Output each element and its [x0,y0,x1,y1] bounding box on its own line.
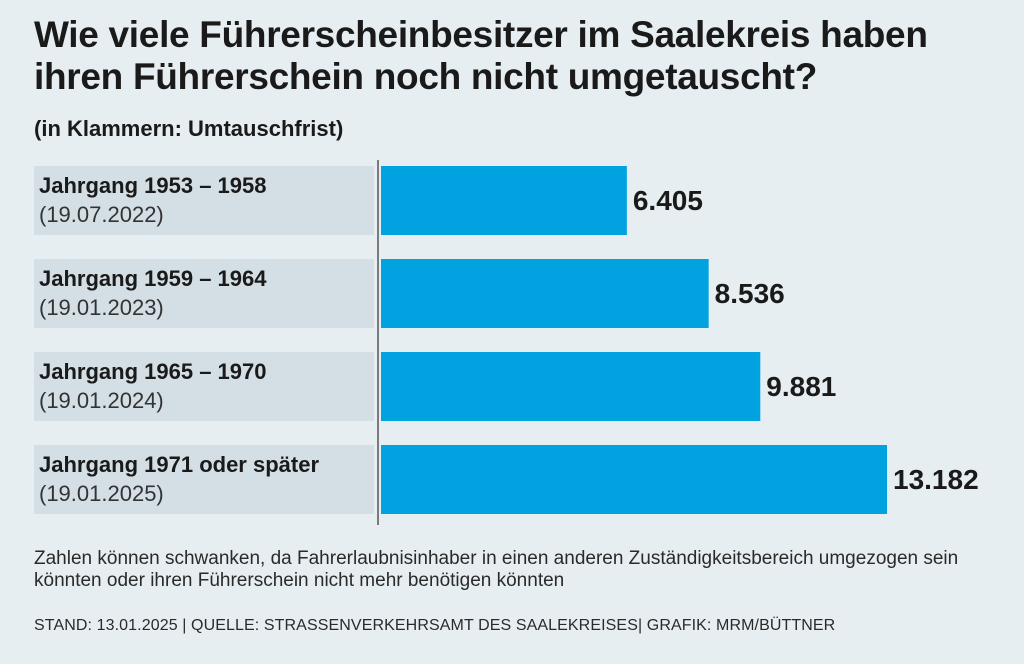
footnote: Zahlen können schwanken, da Fahrerlaubni… [34,548,959,591]
value-label: 13.182 [893,464,979,495]
category-label-bg [34,352,374,421]
chart-subtitle: (in Klammern: Umtauschfrist) [34,116,344,141]
bar [381,352,761,421]
bar [381,445,887,514]
value-label: 8.536 [715,278,785,309]
bar [381,259,709,328]
source-credit: STAND: 13.01.2025 | QUELLE: STRASSENVERK… [34,617,836,634]
category-sublabel: (19.01.2025) [39,481,164,506]
category-sublabel: (19.01.2024) [39,388,164,413]
value-label: 6.405 [633,185,703,216]
value-label: 9.881 [766,371,836,402]
category-label: Jahrgang 1953 – 1958 [39,173,266,198]
bar [381,166,627,235]
chart-title: Wie viele Führerscheinbesitzer im Saalek… [34,14,928,97]
category-label: Jahrgang 1971 oder später [39,452,319,477]
category-label: Jahrgang 1965 – 1970 [39,359,266,384]
category-sublabel: (19.07.2022) [39,202,164,227]
category-label-bg [34,259,374,328]
category-label-bg [34,445,374,514]
category-sublabel: (19.01.2023) [39,295,164,320]
category-label: Jahrgang 1959 – 1964 [39,266,267,291]
category-label-bg [34,166,374,235]
